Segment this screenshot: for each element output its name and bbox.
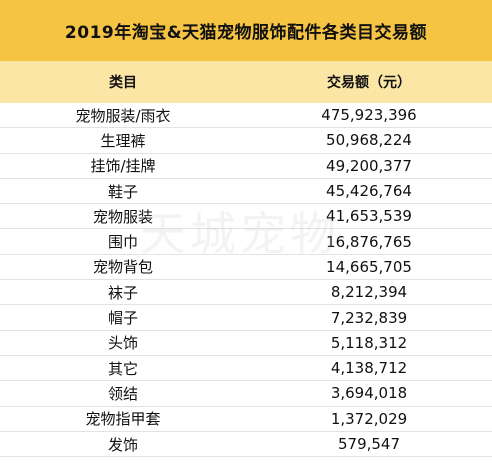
column-header-category: 类目 [109,75,137,91]
value-cell: 579,547 [337,435,401,453]
category-cell: 领结 [107,384,138,403]
table-row: 宠物指甲套 1,372,029 [0,407,492,432]
value-cell: 50,968,224 [326,131,412,150]
category-cell: 宠物服装 [92,207,153,226]
category-cell: 宠物背包 [92,258,153,277]
table-row: 领结 3,694,018 [0,381,492,407]
table-body: 宠物服装/雨衣 475,923,396 生理裤 50,968,224 挂饰/挂牌 49,2… [0,103,492,458]
category-cell: 袜子 [107,283,138,302]
value-cell: 16,876,765 [326,232,412,251]
category-cell: 鞋子 [107,182,138,201]
value-cell: 1,372,029 [330,409,408,428]
value-cell: 8,212,394 [330,283,408,302]
category-cell: 宠物服装/雨衣 [75,106,171,125]
table-row: 挂饰/挂牌 49,200,377 [0,154,492,179]
table-row: 宠物服装 41,653,539 [0,204,492,230]
table-row: 发饰 579,547 [0,432,492,458]
value-cell: 4,138,712 [330,359,408,378]
category-cell: 其它 [107,359,138,378]
category-cell: 围巾 [107,233,138,252]
table-title: 2019年淘宝&天猫宠物服饰配件各类目交易额 [0,0,492,61]
category-cell: 生理裤 [100,131,146,150]
value-cell: 3,694,018 [330,384,408,403]
table-row: 帽子 7,232,839 [0,305,492,331]
column-header-value: 交易额（元） [327,75,411,91]
value-cell: 5,118,312 [330,333,408,352]
table-row: 头饰 5,118,312 [0,331,492,356]
category-cell: 挂饰/挂牌 [90,157,156,176]
table-row: 围巾 16,876,765 [0,229,492,255]
category-cell: 宠物指甲套 [85,410,161,429]
table-row: 其它 4,138,712 [0,356,492,382]
value-cell: 49,200,377 [326,156,412,175]
value-cell: 475,923,396 [321,106,417,125]
category-cell: 发饰 [107,435,138,454]
category-cell: 头饰 [107,334,138,353]
value-cell: 14,665,705 [326,257,412,276]
table-row: 袜子 8,212,394 [0,280,492,306]
value-cell: 7,232,839 [330,308,408,327]
table-row: 宠物服装/雨衣 475,923,396 [0,103,492,129]
table-row: 宠物背包 14,665,705 [0,255,492,281]
category-cell: 帽子 [107,309,138,328]
table-row: 鞋子 45,426,764 [0,179,492,205]
value-cell: 41,653,539 [326,207,412,226]
value-cell: 45,426,764 [326,182,412,201]
table-row: 生理裤 50,968,224 [0,128,492,154]
table-header: 类目 交易额（元） [0,61,492,103]
